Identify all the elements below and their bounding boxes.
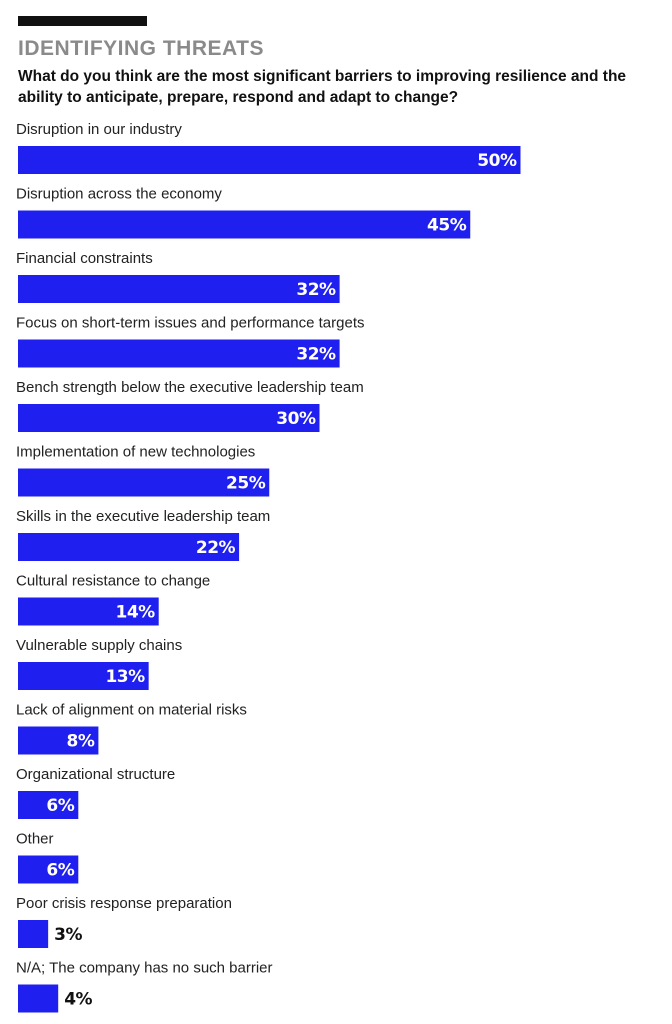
- category-label: Poor crisis response preparation: [16, 895, 232, 912]
- bar: [18, 662, 149, 690]
- value-label: 32%: [296, 345, 336, 365]
- chart-question: What do you think are the most significa…: [18, 68, 627, 106]
- value-label: 45%: [427, 216, 467, 236]
- category-label: N/A; The company has no such barrier: [16, 960, 273, 977]
- category-label: Disruption in our industry: [16, 121, 182, 138]
- bar: [18, 920, 49, 948]
- value-label: 3%: [54, 925, 82, 945]
- value-label: 4%: [64, 990, 92, 1010]
- value-label: 22%: [196, 538, 236, 558]
- category-label: Vulnerable supply chains: [16, 637, 182, 654]
- value-label: 6%: [46, 796, 74, 816]
- bar: [18, 984, 59, 1013]
- bar: [18, 275, 340, 303]
- bar: [18, 404, 320, 432]
- bar: [18, 597, 159, 626]
- value-label: 30%: [276, 409, 316, 429]
- value-label: 8%: [67, 732, 95, 752]
- top-accent-bar: [18, 16, 147, 26]
- category-label: Skills in the executive leadership team: [16, 508, 270, 525]
- category-label: Disruption across the economy: [16, 186, 222, 203]
- value-label: 14%: [115, 603, 155, 623]
- bar: [18, 791, 79, 819]
- value-label: 13%: [105, 667, 145, 687]
- category-label: Financial constraints: [16, 250, 153, 267]
- bar: [18, 726, 99, 755]
- value-label: 50%: [477, 151, 517, 171]
- category-label: Organizational structure: [16, 766, 175, 783]
- category-label: Cultural resistance to change: [16, 573, 210, 590]
- value-label: 32%: [296, 280, 336, 300]
- bar: [18, 533, 240, 561]
- category-label: Other: [16, 831, 54, 848]
- category-label: Implementation of new technologies: [16, 444, 255, 461]
- category-label: Focus on short-term issues and performan…: [16, 315, 365, 332]
- category-label: Bench strength below the executive leade…: [16, 379, 364, 396]
- bar: [18, 855, 79, 884]
- bar: [18, 210, 471, 239]
- bar: [18, 468, 270, 497]
- bar: [18, 339, 340, 368]
- bar: [18, 146, 521, 174]
- category-label: Lack of alignment on material risks: [16, 702, 247, 719]
- chart-title: IDENTIFYING THREATS: [18, 37, 264, 60]
- value-label: 6%: [46, 861, 74, 881]
- value-label: 25%: [226, 474, 266, 494]
